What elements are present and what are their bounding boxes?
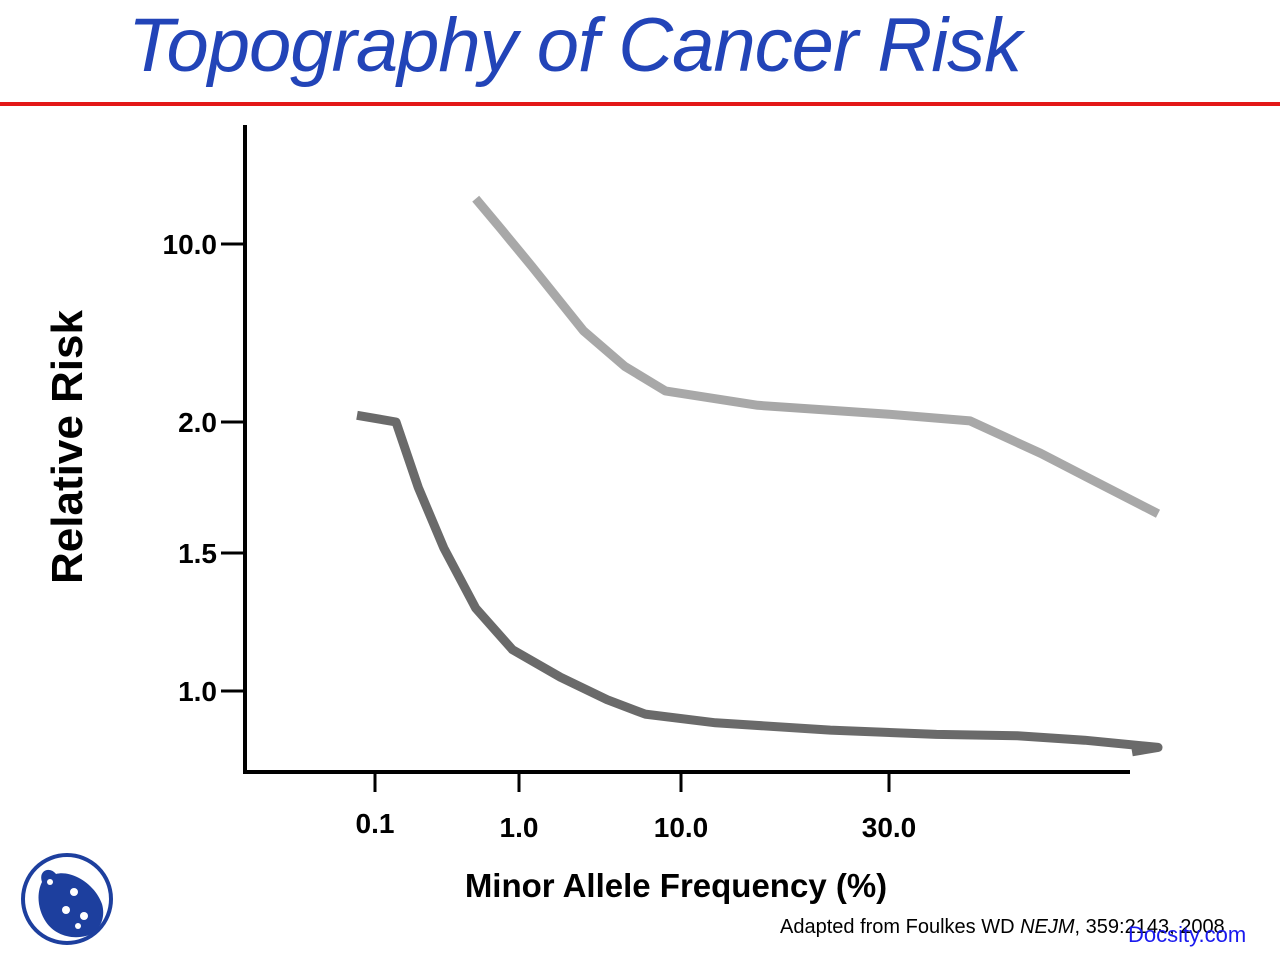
x-tick-label: 10.0 [654, 812, 709, 843]
citation-suffix: , 359:2143, 2008 [1074, 916, 1225, 938]
y-tick-label: 2.0 [178, 407, 217, 438]
axis-layer: 1.0 1.5 2.0 10.0 0.1 1.0 10.0 30.0 [163, 125, 1130, 843]
x-axis-title: Minor Allele Frequency (%) [465, 867, 887, 904]
y-tick-label: 10.0 [163, 229, 218, 260]
x-tick-label: 1.0 [500, 812, 539, 843]
series-line-low-risk [356, 410, 1163, 757]
watermark-link[interactable]: Docsity.com [1128, 922, 1247, 947]
y-tick-label: 1.5 [178, 538, 217, 569]
title-divider [0, 102, 1280, 106]
y-axis-title: Relative Risk [43, 310, 92, 584]
x-tick-label: 0.1 [356, 808, 395, 839]
ladybug-logo-icon [21, 853, 113, 945]
x-tick-label: 30.0 [862, 812, 917, 843]
series-layer [356, 195, 1163, 757]
slide-title: Topography of Cancer Risk [128, 3, 1022, 88]
citation: Adapted from Foulkes WD NEJM, 359:2143, … [780, 916, 1225, 939]
y-tick-label: 1.0 [178, 676, 217, 707]
citation-journal: NEJM [1020, 916, 1075, 938]
series-line-high-risk [472, 195, 1161, 518]
citation-prefix: Adapted from Foulkes WD [780, 916, 1021, 938]
